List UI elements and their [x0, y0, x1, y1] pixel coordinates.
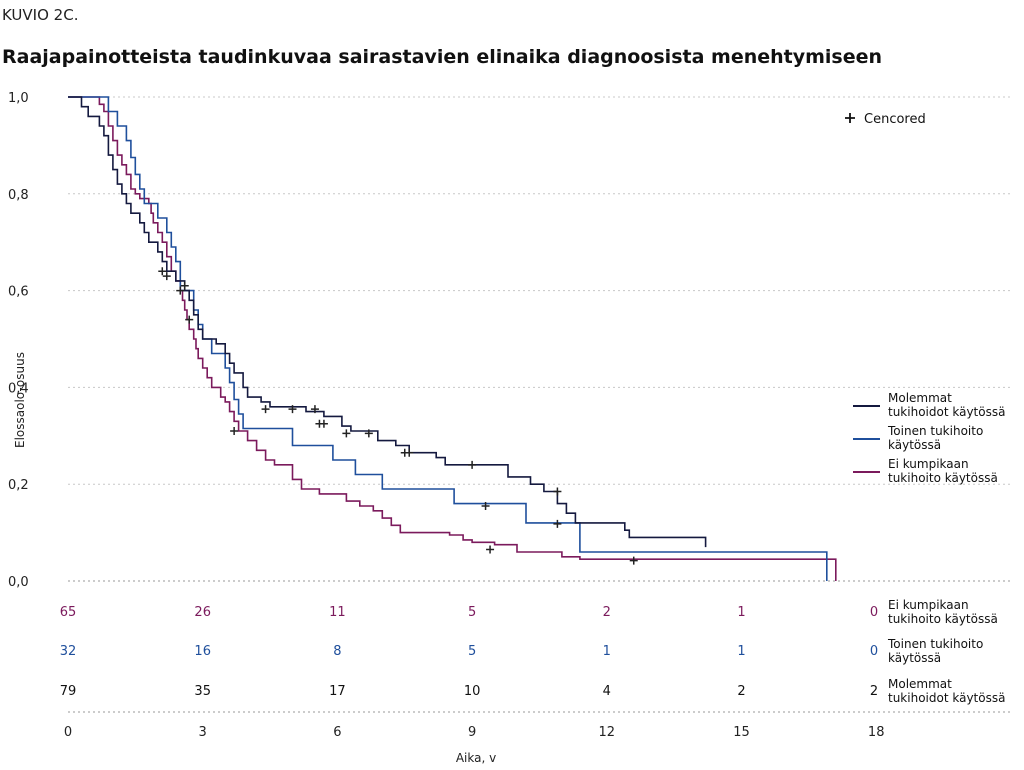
- risk-label-none: Ei kumpikaan: [888, 598, 969, 612]
- censor-mark: [342, 429, 351, 438]
- censor-mark: [319, 419, 328, 428]
- censor-mark: [185, 315, 194, 324]
- risk-count-both: 17: [329, 684, 346, 699]
- risk-count-both: 79: [60, 684, 77, 699]
- censor-mark: [180, 281, 189, 290]
- risk-label-none: tukihoito käytössä: [888, 612, 998, 626]
- censor-mark: [629, 556, 638, 565]
- risk-count-none: 1: [737, 605, 745, 620]
- risk-count-one: 5: [468, 644, 476, 659]
- censor-mark: [405, 448, 414, 457]
- x-axis-label: Aika, v: [456, 751, 496, 765]
- censor-mark: [230, 426, 239, 435]
- x-tick-label: 15: [733, 725, 750, 740]
- x-tick-label: 9: [468, 725, 476, 740]
- risk-count-both: 35: [194, 684, 211, 699]
- risk-count-both: 2: [737, 684, 745, 699]
- censor-mark: [288, 405, 297, 414]
- risk-label-one: käytössä: [888, 651, 941, 665]
- series-line-none: [68, 96, 837, 581]
- chart-title: Raajapainotteista taudinkuvaa sairastavi…: [2, 46, 883, 68]
- censor-mark: [468, 460, 477, 469]
- risk-count-one: 1: [737, 644, 745, 659]
- censor-mark: [481, 501, 490, 510]
- x-tick-label: 18: [868, 725, 885, 740]
- risk-count-none: 0: [870, 605, 878, 620]
- x-tick-label: 3: [199, 725, 207, 740]
- risk-count-none: 65: [60, 605, 77, 620]
- legend-label-one: Toinen tukihoito: [887, 424, 983, 438]
- censor-mark: [553, 487, 562, 496]
- risk-count-none: 11: [329, 605, 346, 620]
- legend-label-both: tukihoidot käytössä: [888, 405, 1005, 419]
- legend-label-none: tukihoito käytössä: [888, 471, 998, 485]
- censor-mark: [310, 405, 319, 414]
- risk-count-one: 0: [870, 644, 878, 659]
- y-tick-label: 0,4: [8, 381, 29, 396]
- censor-mark: [486, 545, 495, 554]
- risk-count-none: 2: [603, 605, 611, 620]
- risk-count-one: 16: [194, 644, 211, 659]
- y-tick-label: 0,2: [8, 478, 29, 493]
- risk-count-one: 8: [333, 644, 341, 659]
- risk-label-both: tukihoidot käytössä: [888, 691, 1005, 705]
- risk-count-one: 1: [603, 644, 611, 659]
- x-tick-label: 0: [64, 725, 72, 740]
- figure-tag: KUVIO 2C.: [2, 6, 79, 24]
- censored-legend-symbol: [845, 113, 855, 123]
- censor-mark: [158, 267, 167, 276]
- censor-mark: [553, 519, 562, 528]
- risk-count-one: 32: [60, 644, 77, 659]
- risk-label-one: Toinen tukihoito: [887, 637, 983, 651]
- censor-mark: [176, 286, 185, 295]
- x-tick-label: 12: [599, 725, 616, 740]
- x-tick-label: 6: [333, 725, 341, 740]
- risk-count-both: 10: [464, 684, 481, 699]
- series-line-both: [68, 96, 707, 548]
- y-tick-label: 0,6: [8, 285, 29, 300]
- risk-count-both: 2: [870, 684, 878, 699]
- legend-label-both: Molemmat: [888, 391, 952, 405]
- risk-count-none: 26: [194, 605, 211, 620]
- y-tick-label: 1,0: [8, 91, 29, 106]
- y-tick-label: 0,0: [8, 575, 29, 590]
- legend-label-none: Ei kumpikaan: [888, 457, 969, 471]
- legend-label-one: käytössä: [888, 438, 941, 452]
- censored-legend-label: Cencored: [864, 112, 926, 127]
- censor-mark: [261, 405, 270, 414]
- risk-count-both: 4: [603, 684, 611, 699]
- censor-mark: [364, 429, 373, 438]
- risk-label-both: Molemmat: [888, 677, 952, 691]
- risk-count-none: 5: [468, 605, 476, 620]
- y-axis-label: Elossaolo-osuus: [13, 352, 27, 448]
- y-tick-label: 0,8: [8, 188, 29, 203]
- series-line-one: [68, 96, 828, 581]
- censor-mark: [162, 272, 171, 281]
